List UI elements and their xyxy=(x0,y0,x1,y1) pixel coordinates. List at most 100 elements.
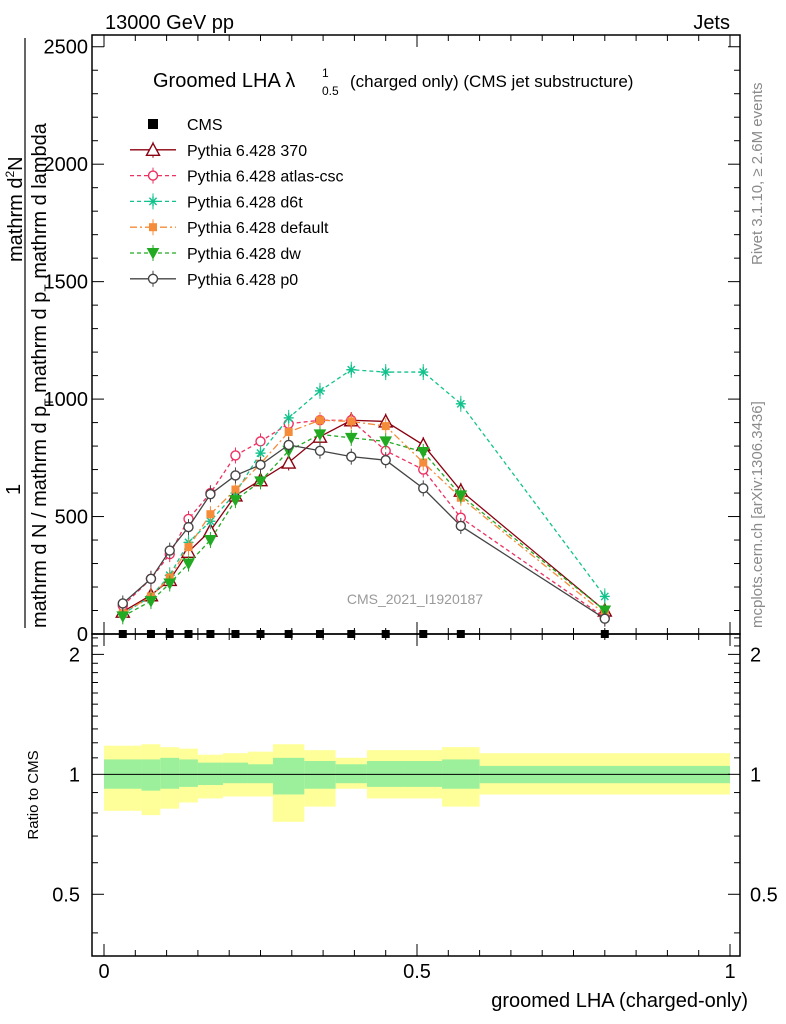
ratio-band-stat xyxy=(141,759,161,791)
main-title-text: Groomed LHA xyxy=(153,70,285,92)
series-point-pythia-6-428-d6t xyxy=(599,591,610,602)
ylabel-den-b-sub: T xyxy=(42,284,56,292)
legend-marker-pythia-6-428-370 xyxy=(145,141,161,157)
x-tick-label: 0 xyxy=(98,961,109,983)
series-point-pythia-6-428-p0 xyxy=(183,521,194,533)
ratio-y-tick-label: 2 xyxy=(69,644,80,666)
main-series-layer xyxy=(115,361,613,627)
series-point-pythia-6-428-default xyxy=(381,422,390,431)
series-point-pythia-6-428-d6t xyxy=(346,364,357,375)
x-tick-label: 0.5 xyxy=(403,961,431,983)
legend-marker-cms xyxy=(148,119,158,129)
ratio-y-tick-label-right: 2 xyxy=(750,644,761,666)
legend-label-pythia-6-428-370: Pythia 6.428 370 xyxy=(187,143,307,160)
watermark: CMS_2021_I1920187 xyxy=(347,591,483,607)
x-ticks: 0 0.5 1 xyxy=(98,634,736,983)
main-y-tick-label: 2000 xyxy=(44,154,89,176)
x-tick-label: 1 xyxy=(724,961,735,983)
series-point-pythia-6-428-d6t xyxy=(314,385,325,396)
x-axis-label: groomed LHA (charged-only) xyxy=(491,990,748,1012)
ylabel-den-a-sub: T xyxy=(42,398,56,406)
legend-marker-pythia-6-428-p0 xyxy=(147,273,159,284)
ratio-y-label: Ratio to CMS xyxy=(25,750,42,839)
legend-label-pythia-6-428-default: Pythia 6.428 default xyxy=(187,220,329,237)
mcplots-label: mcplots.cern.ch [arXiv:1306.3436] xyxy=(749,401,766,628)
main-title-sup: 1 xyxy=(322,66,329,80)
ylabel-den-b: mathrm d p xyxy=(29,292,51,399)
series-point-pythia-6-428-p0 xyxy=(314,445,326,456)
main-title-sub: 0.5 xyxy=(322,84,339,98)
ratio-band-stat xyxy=(335,764,367,784)
series-point-pythia-6-428-d6t-stroke xyxy=(284,413,293,422)
legend-label-pythia-6-428-dw: Pythia 6.428 dw xyxy=(187,246,301,263)
series-point-pythia-6-428-p0 xyxy=(255,459,266,471)
series-point-pythia-6-428-p0 xyxy=(205,489,216,500)
main-title: Groomed LHA λ xyxy=(153,70,295,92)
rivet-label: Rivet 3.1.10, ≥ 2.6M events xyxy=(749,83,766,266)
ratio-y-tick-label-right: 1 xyxy=(750,764,761,786)
legend-marker-pythia-6-428-default xyxy=(149,223,157,232)
ratio-y-tick-label-right: 0.5 xyxy=(750,884,778,906)
legend-marker-pythia-6-428-dw xyxy=(146,248,160,260)
series-point-pythia-6-428-d6t xyxy=(380,367,391,378)
ylabel-num-bot: N xyxy=(5,156,27,170)
legend-label-pythia-6-428-p0: Pythia 6.428 p0 xyxy=(187,272,298,289)
series-point-pythia-6-428-d6t xyxy=(455,398,466,409)
ylabel-one: 1 xyxy=(3,484,25,495)
header-right: Jets xyxy=(693,12,730,34)
series-point-pythia-6-428-dw xyxy=(144,596,158,608)
series-point-pythia-6-428-p0 xyxy=(283,439,294,451)
ratio-band-stat xyxy=(273,757,305,795)
ratio-y-tick-label: 0.5 xyxy=(52,884,80,906)
series-point-pythia-6-428-dw xyxy=(454,490,468,502)
ratio-band-stat xyxy=(247,764,274,784)
legend-label-pythia-6-428-atlas-csc: Pythia 6.428 atlas-csc xyxy=(187,169,344,186)
series-point-pythia-6-428-p0 xyxy=(380,454,391,466)
series-point-pythia-6-428-atlas-csc xyxy=(255,436,266,447)
legend-marker-pythia-6-428-d6t xyxy=(148,196,158,207)
ratio-bands xyxy=(104,744,730,822)
ratio-band-stat xyxy=(222,762,248,784)
series-line-pythia-6-428-370 xyxy=(122,419,606,613)
ylabel-numerator: mathrm d2N xyxy=(3,156,27,262)
ylabel-num-top: mathrm d xyxy=(5,178,27,262)
ylabel-denominator: mathrm d N / mathrm d pT mathrm d pT mat… xyxy=(29,122,56,628)
series-point-pythia-6-428-d6t-stroke xyxy=(419,367,428,377)
main-y-ticks: 0 500 1000 1500 2000 2500 xyxy=(44,35,740,646)
main-y-tick-label: 2500 xyxy=(44,37,89,59)
ratio-y-ticks: 0.5 0.5 1 1 2 2 xyxy=(52,637,778,934)
legend-marker-pythia-6-428-atlas-csc xyxy=(147,170,159,181)
ylabel-num-sup: 2 xyxy=(3,171,17,178)
series-line-pythia-6-428-dw xyxy=(122,433,606,617)
series-point-pythia-6-428-dw xyxy=(313,429,327,441)
series-point-pythia-6-428-dw xyxy=(416,446,430,459)
main-title-symbol: λ xyxy=(285,70,295,92)
series-point-pythia-6-428-d6t-stroke xyxy=(456,399,465,408)
series-point-pythia-6-428-p0 xyxy=(164,545,175,556)
series-point-pythia-6-428-dw xyxy=(204,535,217,547)
ratio-frame xyxy=(91,633,741,957)
ylabel-den-a: mathrm d N / mathrm d p xyxy=(29,406,51,628)
ratio-y-tick-label: 1 xyxy=(69,764,80,786)
legend-marker-pythia-6-428-d6t-stroke xyxy=(148,197,158,206)
legend-label-cms: CMS xyxy=(187,117,223,134)
series-point-pythia-6-428-d6t xyxy=(418,367,429,378)
main-y-tick-label: 1000 xyxy=(44,389,89,411)
series-point-pythia-6-428-dw xyxy=(163,578,177,591)
header-left: 13000 GeV pp xyxy=(105,12,234,34)
legend: CMS Pythia 6.428 370 Pythia 6.428 atlas-cs… xyxy=(130,117,344,289)
series-point-pythia-6-428-p0 xyxy=(117,598,128,609)
series-point-pythia-6-428-dw xyxy=(182,558,195,571)
ratio-band-stat xyxy=(160,757,180,789)
series-point-pythia-6-428-default xyxy=(419,458,428,467)
series-point-pythia-6-428-default xyxy=(284,427,293,436)
series-line-pythia-6-428-atlas-csc xyxy=(122,419,606,619)
series-point-pythia-6-428-default xyxy=(184,543,193,552)
series-point-pythia-6-428-atlas-csc xyxy=(230,450,241,461)
series-point-pythia-6-428-p0 xyxy=(599,613,610,624)
series-point-pythia-6-428-default xyxy=(347,417,356,426)
series-point-pythia-6-428-dw xyxy=(344,432,358,445)
main-y-tick-label: 500 xyxy=(55,507,88,529)
ratio-band-stat xyxy=(197,762,223,786)
